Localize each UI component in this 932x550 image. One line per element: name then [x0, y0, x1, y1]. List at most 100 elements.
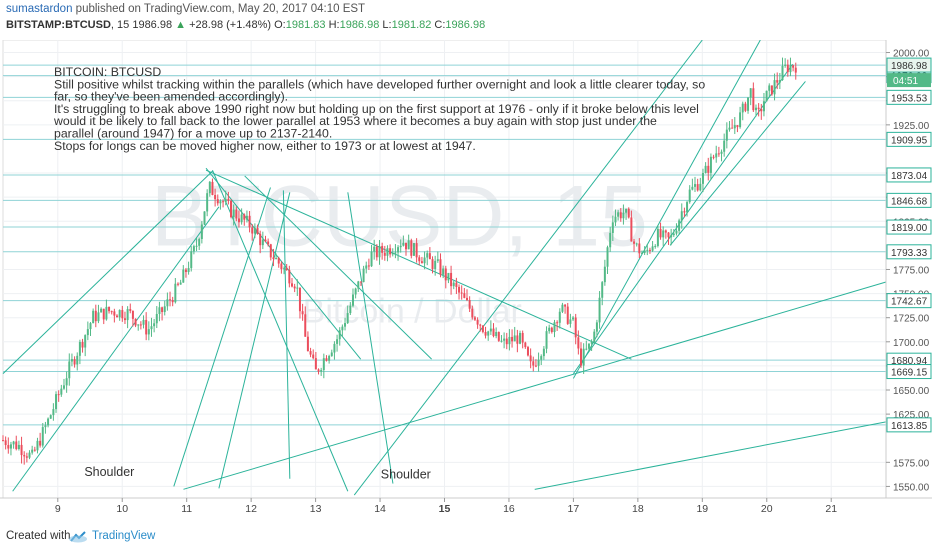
candle-body: [789, 65, 792, 73]
candle-body: [28, 452, 31, 458]
candle-body: [389, 248, 392, 255]
candle-body: [375, 246, 378, 258]
candle-body: [646, 249, 649, 251]
x-tick-label: 16: [503, 503, 515, 515]
candle-body: [519, 332, 522, 344]
trendline: [205, 167, 362, 360]
candle-body: [558, 311, 561, 323]
candle-body: [553, 322, 556, 333]
candle-body: [113, 311, 116, 316]
candle-body: [208, 181, 211, 194]
candle-body: [275, 258, 278, 260]
candle-body: [251, 227, 254, 234]
annotation-line: Stops for longs can be moved higher now,…: [54, 139, 476, 153]
candle-body: [452, 282, 455, 287]
candle-body: [362, 268, 365, 283]
x-tick-label: 19: [696, 503, 708, 515]
close-value: 1986.98: [445, 19, 486, 31]
candle-body: [100, 308, 103, 313]
price-chart[interactable]: BTCUSD, 15 Bitcoin / Dollar BITCOIN: BTCUS…: [0, 39, 932, 525]
watermark-sub: Bitcoin / Dollar: [303, 293, 522, 331]
trendline: [2, 170, 213, 374]
candle-body: [222, 201, 225, 203]
candle-body: [505, 338, 508, 345]
candle-body: [606, 247, 609, 267]
candle-body: [542, 348, 545, 357]
candle-body: [92, 310, 95, 324]
candle-body: [15, 441, 18, 449]
candle-body: [227, 198, 230, 201]
candle-body: [309, 351, 312, 355]
candle-body: [52, 409, 55, 416]
candle-body: [619, 212, 622, 219]
candle-body: [773, 80, 776, 95]
low-label: L:: [382, 19, 392, 31]
high-value: 1986.98: [339, 19, 380, 31]
candle-body: [762, 101, 765, 112]
candle-body: [423, 257, 426, 264]
trendline: [669, 81, 806, 246]
level-price-label: 1909.95: [891, 135, 928, 146]
level-price-label: 1846.68: [891, 196, 928, 207]
candle-body: [640, 252, 643, 254]
candle-body: [426, 253, 429, 258]
candle-body: [381, 246, 384, 253]
candle-body: [248, 215, 251, 228]
candle-body: [707, 165, 710, 173]
candle-body: [12, 441, 15, 445]
candle-body: [354, 288, 357, 295]
candle-body: [590, 342, 593, 344]
symbol-name[interactable]: BITSTAMP:BTCUSD: [6, 19, 111, 31]
candle-body: [556, 322, 559, 324]
candle-body: [728, 127, 731, 130]
tradingview-cloud-icon[interactable]: [68, 529, 88, 543]
candle-body: [283, 268, 286, 270]
candle-body: [691, 186, 694, 190]
candle-body: [635, 243, 638, 245]
candle-body: [699, 183, 702, 191]
candle-body: [701, 173, 704, 184]
candle-body: [442, 268, 445, 275]
level-price-label: 1680.94: [891, 356, 928, 367]
candle-body: [694, 184, 697, 187]
candle-body: [675, 230, 678, 234]
candle-body: [749, 88, 752, 98]
x-tick-label: 21: [825, 503, 837, 515]
candle-body: [62, 385, 65, 389]
candle-body: [418, 257, 421, 262]
level-price-tag: [886, 192, 932, 208]
candle-body: [277, 258, 280, 264]
author-link[interactable]: sumastardon: [6, 3, 73, 15]
price-change: +28.98 (+1.48%): [189, 19, 272, 31]
candle-body: [269, 244, 272, 258]
candle-body: [444, 268, 447, 281]
candle-body: [455, 282, 458, 287]
candle-body: [603, 266, 606, 283]
candle-body: [611, 222, 614, 233]
candle-body: [341, 326, 344, 331]
x-tick-label: 15: [439, 503, 451, 515]
candle-body: [561, 304, 564, 312]
candle-body: [572, 317, 575, 320]
candle-body: [359, 281, 362, 283]
candle-body: [49, 415, 52, 419]
candle-body: [744, 103, 747, 111]
candle-body: [147, 329, 150, 335]
candle-body: [532, 361, 535, 366]
candle-body: [794, 67, 797, 73]
candle-body: [709, 156, 712, 173]
candle-body: [55, 394, 58, 410]
candle-body: [638, 243, 641, 254]
candle-body: [471, 308, 474, 318]
publish-info: sumastardon published on TradingView.com…: [6, 3, 365, 15]
level-price-tag: [886, 167, 932, 183]
chart-area[interactable]: BTCUSD, 15 Bitcoin / Dollar BITCOIN: BTCUS…: [0, 39, 932, 525]
candle-body: [219, 201, 222, 204]
candle-body: [378, 246, 381, 258]
tradingview-brand[interactable]: TradingView: [92, 530, 156, 542]
candle-body: [686, 202, 689, 213]
y-tick-label: 1925.00: [893, 121, 930, 132]
annotation-line: far, so they've been amended accordingly…: [54, 90, 288, 104]
up-arrow-icon: ▲: [175, 19, 187, 31]
pattern-label: Shoulder: [381, 468, 431, 482]
